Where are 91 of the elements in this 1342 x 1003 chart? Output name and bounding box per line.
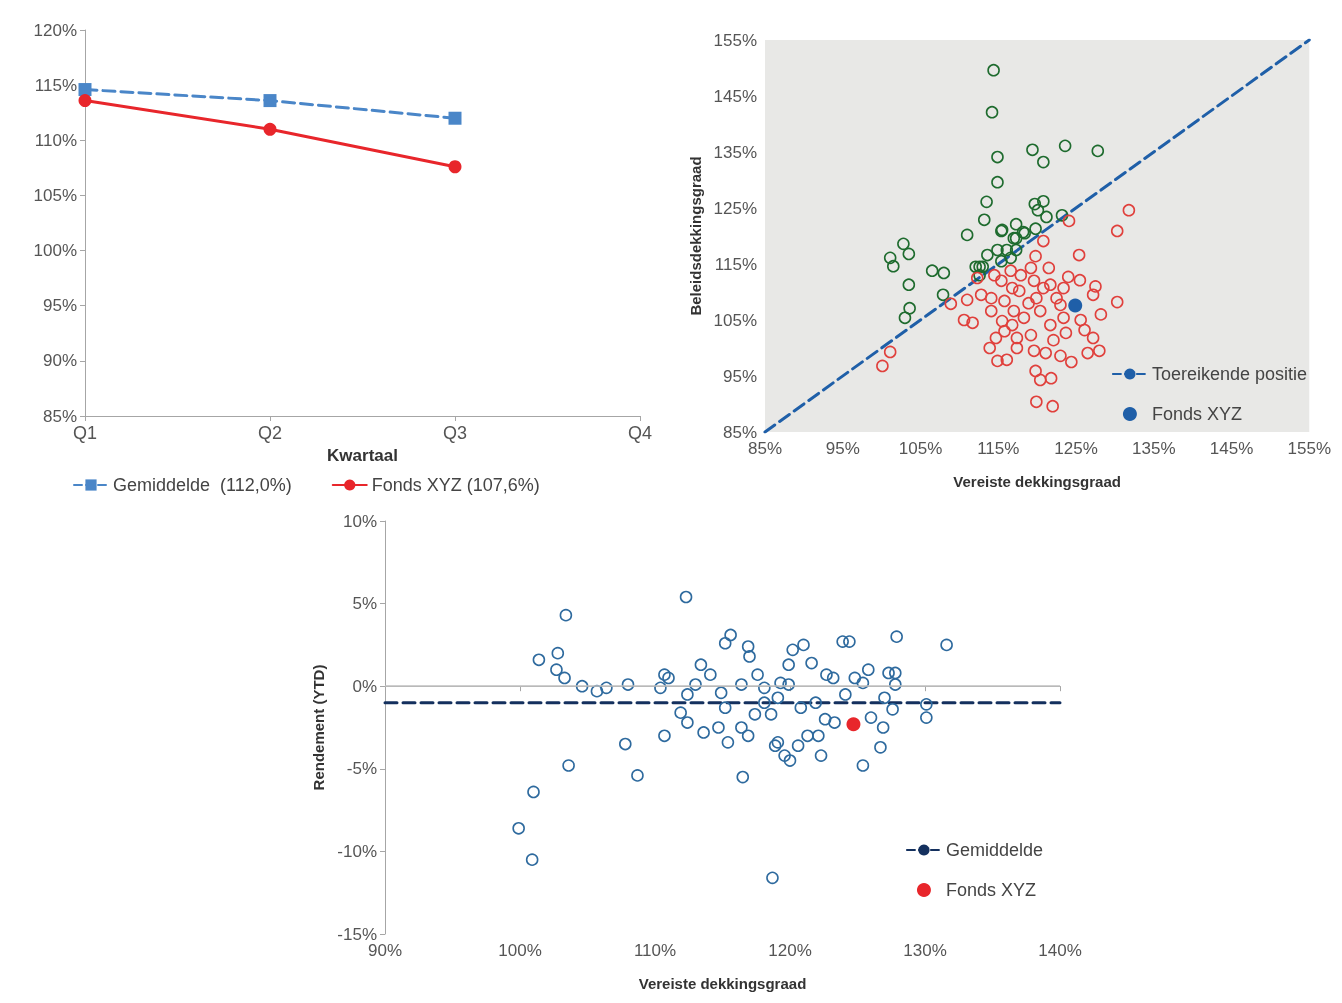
x-tick-label: Q3	[442, 423, 468, 443]
x-tick-label: Q2	[257, 423, 283, 443]
point	[1031, 203, 1045, 217]
y-tick-label: 0%	[352, 676, 377, 696]
point	[977, 213, 991, 227]
x-tick-label: 120%	[768, 941, 812, 960]
x-tick-label: 130%	[903, 941, 947, 960]
point	[903, 301, 916, 315]
y-tick-label: -15%	[337, 924, 377, 944]
point	[1028, 197, 1042, 211]
point	[902, 247, 916, 261]
point	[263, 94, 277, 108]
point	[1058, 139, 1072, 153]
point	[1000, 243, 1014, 257]
legend-label: Fonds XYZ	[945, 880, 1036, 900]
point	[1004, 251, 1017, 265]
point	[1009, 243, 1023, 257]
point	[960, 228, 974, 242]
point	[1009, 217, 1023, 231]
y-tick-label: 135%	[713, 142, 757, 162]
y-tick-label: 105%	[713, 310, 757, 330]
point	[925, 264, 939, 278]
point	[1037, 194, 1050, 208]
y-tick-label: -5%	[346, 759, 377, 779]
y-tick-label: 120%	[33, 20, 77, 40]
x-tick-label: 105%	[898, 439, 943, 458]
legend-label: Gemiddelde (112,0%)	[113, 475, 292, 495]
x-tick-label: 90%	[367, 941, 403, 960]
point	[448, 160, 462, 174]
x-axis-title: Vereiste dekkingsgraad	[953, 473, 1121, 490]
legend-label: Gemiddelde	[945, 840, 1043, 860]
x-tick-label: Q1	[72, 423, 98, 443]
point	[1091, 144, 1105, 158]
y-tick-label: 145%	[713, 86, 757, 106]
point	[1026, 143, 1039, 157]
x-tick-label: 140%	[1038, 941, 1082, 960]
y-tick-label: 90%	[42, 351, 77, 371]
point	[1068, 298, 1083, 313]
point	[448, 111, 462, 125]
y-tick-label: 115%	[34, 75, 77, 95]
point	[991, 150, 1004, 164]
x-tick-label: 95%	[825, 439, 860, 458]
x-tick-label: Q4	[627, 423, 653, 443]
y-tick-label: 5%	[352, 594, 377, 614]
x-tick-label: 145%	[1209, 439, 1254, 458]
x-axis-title: Kwartaal	[327, 445, 398, 465]
point	[887, 259, 900, 273]
point	[937, 266, 951, 280]
point	[995, 254, 1008, 268]
point	[1055, 208, 1069, 222]
point	[1037, 155, 1050, 169]
legend-label: Toereikende positie	[1151, 364, 1308, 384]
x-tick-label: 135%	[1132, 439, 1176, 458]
point	[902, 278, 916, 292]
x-tick-label: 100%	[498, 941, 542, 960]
point	[936, 288, 950, 302]
point	[991, 243, 1004, 257]
point	[981, 248, 994, 262]
point	[263, 122, 277, 136]
point	[1029, 222, 1042, 236]
y-tick-label: 85%	[42, 406, 77, 426]
point	[898, 311, 912, 325]
y-tick-label: 105%	[33, 185, 77, 205]
y-tick-label: 95%	[722, 366, 757, 386]
y-axis-title: Beleidsdekkingsgraad	[686, 156, 704, 316]
x-tick-label: 125%	[1054, 439, 1098, 458]
x-tick-label: 110%	[633, 941, 677, 960]
y-tick-label: 115%	[714, 254, 757, 274]
point	[897, 237, 910, 251]
y-axis-title: Rendement (YTD)	[310, 664, 328, 791]
y-tick-label: 100%	[33, 241, 77, 261]
point	[991, 175, 1004, 189]
point	[883, 251, 897, 265]
point	[1040, 210, 1053, 224]
y-tick-label: 155%	[713, 30, 757, 50]
point	[980, 195, 993, 209]
point	[985, 105, 999, 119]
legend-label: Fonds XYZ	[1151, 404, 1242, 424]
y-tick-label: 95%	[42, 296, 77, 316]
y-tick-label: 125%	[713, 198, 757, 218]
x-tick-label: 115%	[977, 439, 1020, 458]
point	[987, 63, 1000, 77]
x-tick-label: 155%	[1287, 439, 1331, 458]
legend-label: Fonds XYZ (107,6%)	[371, 475, 540, 495]
point	[78, 94, 92, 108]
x-axis-title: Vereiste dekkingsgraad	[638, 975, 807, 992]
point	[78, 83, 92, 97]
y-tick-label: -10%	[337, 841, 377, 861]
y-tick-label: 10%	[342, 511, 377, 531]
y-tick-label: 110%	[34, 130, 77, 150]
x-tick-label: 85%	[747, 439, 783, 458]
